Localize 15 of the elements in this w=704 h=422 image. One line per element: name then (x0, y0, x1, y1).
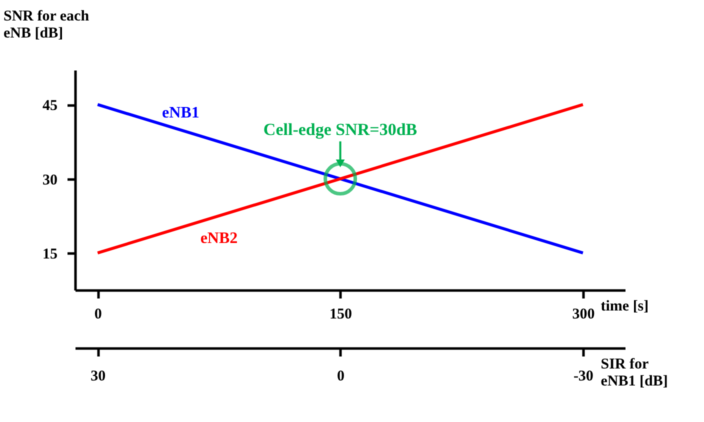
y-tick-label: 30 (42, 172, 58, 188)
x-tick-label: 0 (94, 306, 102, 322)
x-axis-title: time [s] (600, 298, 649, 314)
x-tick-label: 150 (330, 306, 352, 322)
x2-axis-title: SIR for eNB1 [dB] (600, 356, 668, 390)
x-tick-label: 300 (572, 306, 595, 322)
x2-tick-label: 0 (337, 368, 345, 384)
x2-tick-label: -30 (573, 368, 594, 384)
y-tick-label: 45 (42, 98, 58, 114)
series-label: eNB2 (200, 230, 238, 247)
x2-tick-label: 30 (90, 368, 106, 384)
annotation: Cell-edge SNR=30dB (263, 120, 418, 140)
series-label: eNB1 (162, 104, 200, 122)
y-tick-label: 15 (42, 246, 58, 262)
y-axis-title: SNR for each eNB [dB] (4, 8, 90, 42)
